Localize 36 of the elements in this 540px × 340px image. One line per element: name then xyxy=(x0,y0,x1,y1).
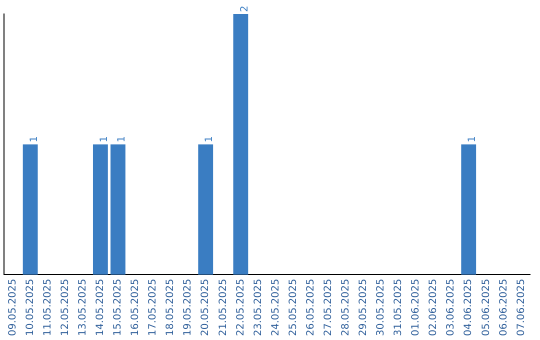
data-label: 1 xyxy=(28,136,40,142)
x-tick-label: 07.06.2025 xyxy=(516,278,527,336)
x-tick-label: 28.05.2025 xyxy=(340,278,352,336)
x-tick-label: 16.05.2025 xyxy=(130,278,142,336)
x-tick-label: 26.05.2025 xyxy=(305,278,316,336)
x-tick-label: 15.05.2025 xyxy=(112,278,124,336)
x-tick-label: 04.06.2025 xyxy=(463,278,474,336)
x-tick-label: 18.05.2025 xyxy=(165,278,176,336)
x-tick-label: 02.06.2025 xyxy=(428,278,440,336)
x-tick-label: 05.06.2025 xyxy=(480,278,492,336)
x-tick-label: 19.05.2025 xyxy=(182,278,194,336)
x-tick-label: 21.05.2025 xyxy=(218,278,229,336)
x-tick-label: 29.05.2025 xyxy=(358,278,370,336)
x-tick-label: 25.05.2025 xyxy=(288,278,299,336)
data-label: 1 xyxy=(116,136,128,142)
data-label: 1 xyxy=(99,136,110,142)
x-tick-label: 23.05.2025 xyxy=(252,278,264,336)
x-tick-label: 01.06.2025 xyxy=(410,278,422,336)
x-tick-label: 13.05.2025 xyxy=(77,278,88,336)
x-tick-label: 03.06.2025 xyxy=(446,278,457,336)
x-tick-label: 22.05.2025 xyxy=(235,278,246,336)
data-label: 1 xyxy=(204,136,216,142)
x-tick-label: 06.06.2025 xyxy=(498,278,510,336)
x-tick-label: 17.05.2025 xyxy=(148,278,159,336)
x-tick-label: 27.05.2025 xyxy=(322,278,334,336)
x-tick-label: 31.05.2025 xyxy=(393,278,404,336)
x-tick-label: 20.05.2025 xyxy=(200,278,212,336)
x-tick-label: 12.05.2025 xyxy=(60,278,71,336)
x-tick-label: 10.05.2025 xyxy=(24,278,36,336)
x-tick-label: 14.05.2025 xyxy=(95,278,106,336)
x-tick-label: 24.05.2025 xyxy=(270,278,282,336)
data-label: 1 xyxy=(467,136,478,142)
x-tick-label: 30.05.2025 xyxy=(376,278,387,336)
x-tick-label: 09.05.2025 xyxy=(7,278,18,336)
data-label: 2 xyxy=(239,6,250,12)
x-tick-label: 11.05.2025 xyxy=(42,278,54,336)
